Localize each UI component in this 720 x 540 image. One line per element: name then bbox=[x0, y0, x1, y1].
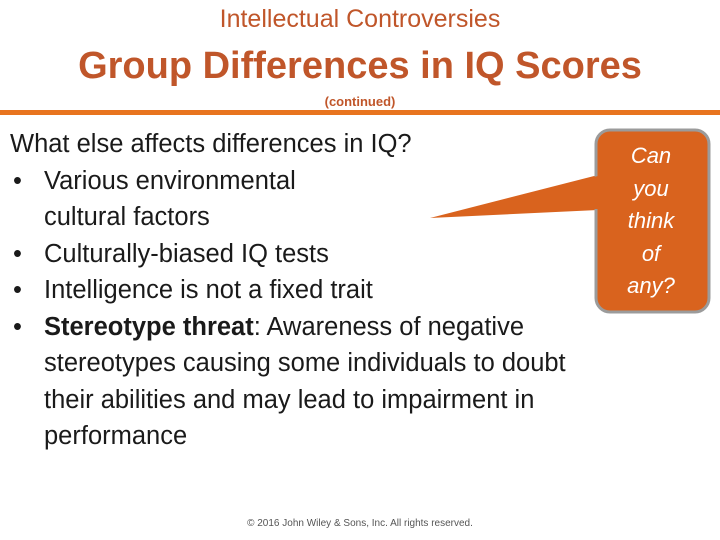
list-item: • Intelligence is not a fixed trait bbox=[10, 272, 710, 309]
bullet-line: cultural factors bbox=[44, 203, 210, 231]
slide-subtitle: (continued) bbox=[324, 94, 396, 109]
slide-body: What else affects differences in IQ? • V… bbox=[10, 126, 710, 455]
list-item: • Various environmental cultural factors bbox=[10, 163, 710, 236]
bullet-glyph: • bbox=[13, 239, 22, 268]
bullet-line: Culturally-biased IQ tests bbox=[44, 239, 329, 268]
bullet-line: performance bbox=[44, 422, 188, 450]
callout-word: think bbox=[627, 208, 675, 233]
callout-word: of bbox=[641, 240, 661, 266]
callout-word: you bbox=[633, 175, 669, 201]
bullet-glyph: • bbox=[13, 166, 22, 195]
callout-word: Can bbox=[630, 143, 672, 168]
list-item: • Stereotype threat: Awareness of negati… bbox=[10, 309, 710, 455]
title-divider bbox=[0, 110, 720, 115]
slide-supertitle: Intellectual Controversies bbox=[219, 5, 501, 33]
callout-word: any? bbox=[627, 273, 675, 298]
slide-title: Group Differences in IQ Scores bbox=[78, 45, 642, 87]
bullet-line: : Awareness of negative bbox=[253, 312, 525, 341]
callout-text: Can you think of any? bbox=[597, 140, 705, 310]
bullet-line: Various environmental bbox=[44, 166, 296, 195]
bullet-line: stereotypes causing some individuals to … bbox=[44, 349, 566, 377]
bullet-glyph: • bbox=[13, 276, 22, 304]
bullet-glyph: • bbox=[13, 312, 22, 341]
bullet-line: their abilities and may lead to impairme… bbox=[44, 385, 535, 414]
bullet-list: • Various environmental cultural factors… bbox=[10, 163, 710, 455]
bullet-term: Stereotype threat bbox=[44, 312, 254, 341]
bullet-line: Intelligence is not a fixed trait bbox=[44, 276, 373, 304]
list-item: • Culturally-biased IQ tests bbox=[10, 236, 710, 273]
copyright-footer: © 2016 John Wiley & Sons, Inc. All right… bbox=[247, 518, 473, 529]
body-question: What else affects differences in IQ? bbox=[10, 130, 412, 158]
